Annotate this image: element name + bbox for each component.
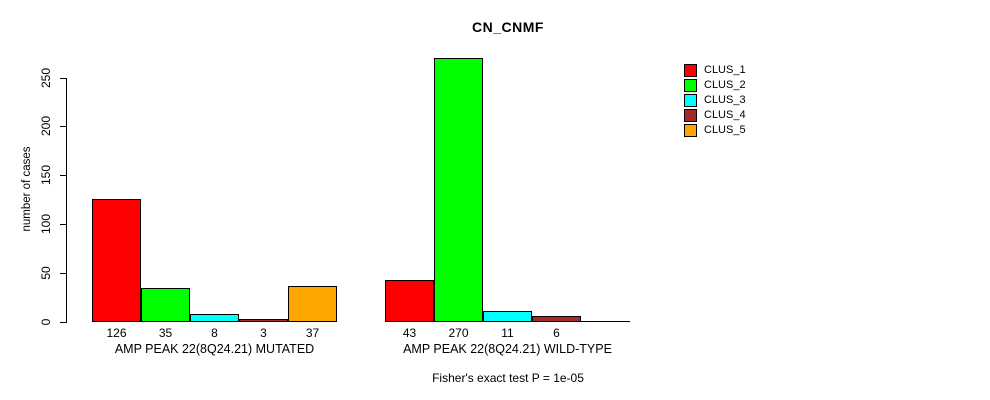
x-category-label: AMP PEAK 22(8Q24.21) MUTATED — [114, 342, 315, 356]
y-tick-label: 50 — [39, 266, 53, 280]
bar-value-label: 11 — [501, 326, 514, 340]
legend-item: CLUS_1 — [684, 63, 746, 78]
legend-swatch-icon — [684, 94, 697, 107]
bar-value-label: 8 — [211, 326, 218, 340]
bar-value-label: 126 — [106, 326, 127, 340]
bar-value-label: 6 — [553, 326, 560, 340]
y-tick-label: 100 — [39, 214, 53, 235]
bar-value-label: 270 — [448, 326, 469, 340]
bar-clus_1-group2 — [385, 280, 434, 322]
bar-clus_4-group2 — [532, 316, 581, 322]
bar-clus_1-group1 — [92, 199, 141, 322]
bar-clus_5-group1 — [288, 286, 337, 322]
legend-swatch-icon — [684, 64, 697, 77]
legend-item: CLUS_4 — [684, 108, 746, 123]
bar-value-label: 43 — [402, 326, 417, 340]
y-axis-line — [66, 78, 67, 323]
y-tick-label: 200 — [39, 116, 53, 137]
y-tick-label: 250 — [39, 67, 53, 88]
bar-clus_3-group1 — [190, 314, 239, 322]
bar-value-label: 35 — [158, 326, 173, 340]
y-tick-mark — [60, 77, 66, 79]
bar-clus_3-group2 — [483, 311, 532, 322]
legend-item-label: CLUS_1 — [704, 64, 746, 76]
y-tick-mark — [60, 322, 66, 323]
y-axis-label: number of cases — [21, 146, 33, 232]
y-tick-label: 0 — [39, 318, 53, 326]
chart-title: CN_CNMF — [472, 19, 544, 35]
bar-value-label: 37 — [305, 326, 320, 340]
legend-item: CLUS_5 — [684, 123, 746, 138]
y-tick-mark — [60, 175, 66, 177]
y-tick-mark — [60, 126, 66, 128]
legend-swatch-icon — [684, 124, 697, 137]
legend-item: CLUS_2 — [684, 78, 746, 93]
bar-clus_2-group2 — [434, 58, 483, 322]
bar-clus_4-group1 — [239, 319, 288, 322]
bar-clus_2-group1 — [141, 288, 190, 322]
legend-item-label: CLUS_5 — [704, 124, 746, 136]
annotation-text: Fisher's exact test P = 1e-05 — [432, 371, 584, 385]
legend: CLUS_1 CLUS_2 CLUS_3 CLUS_4 CLUS_5 — [684, 63, 746, 138]
legend-item-label: CLUS_2 — [704, 79, 746, 91]
y-tick-mark — [60, 224, 66, 226]
legend-swatch-icon — [684, 109, 697, 122]
bar-clus_5-group2-zero — [581, 321, 630, 322]
x-category-label: AMP PEAK 22(8Q24.21) WILD-TYPE — [403, 342, 612, 356]
legend-item-label: CLUS_3 — [704, 94, 746, 106]
legend-item-label: CLUS_4 — [704, 109, 746, 121]
bar-value-label: 3 — [260, 326, 267, 340]
legend-item: CLUS_3 — [684, 93, 746, 108]
y-tick-mark — [60, 273, 66, 275]
y-tick-label: 150 — [39, 165, 53, 186]
legend-swatch-icon — [684, 79, 697, 92]
